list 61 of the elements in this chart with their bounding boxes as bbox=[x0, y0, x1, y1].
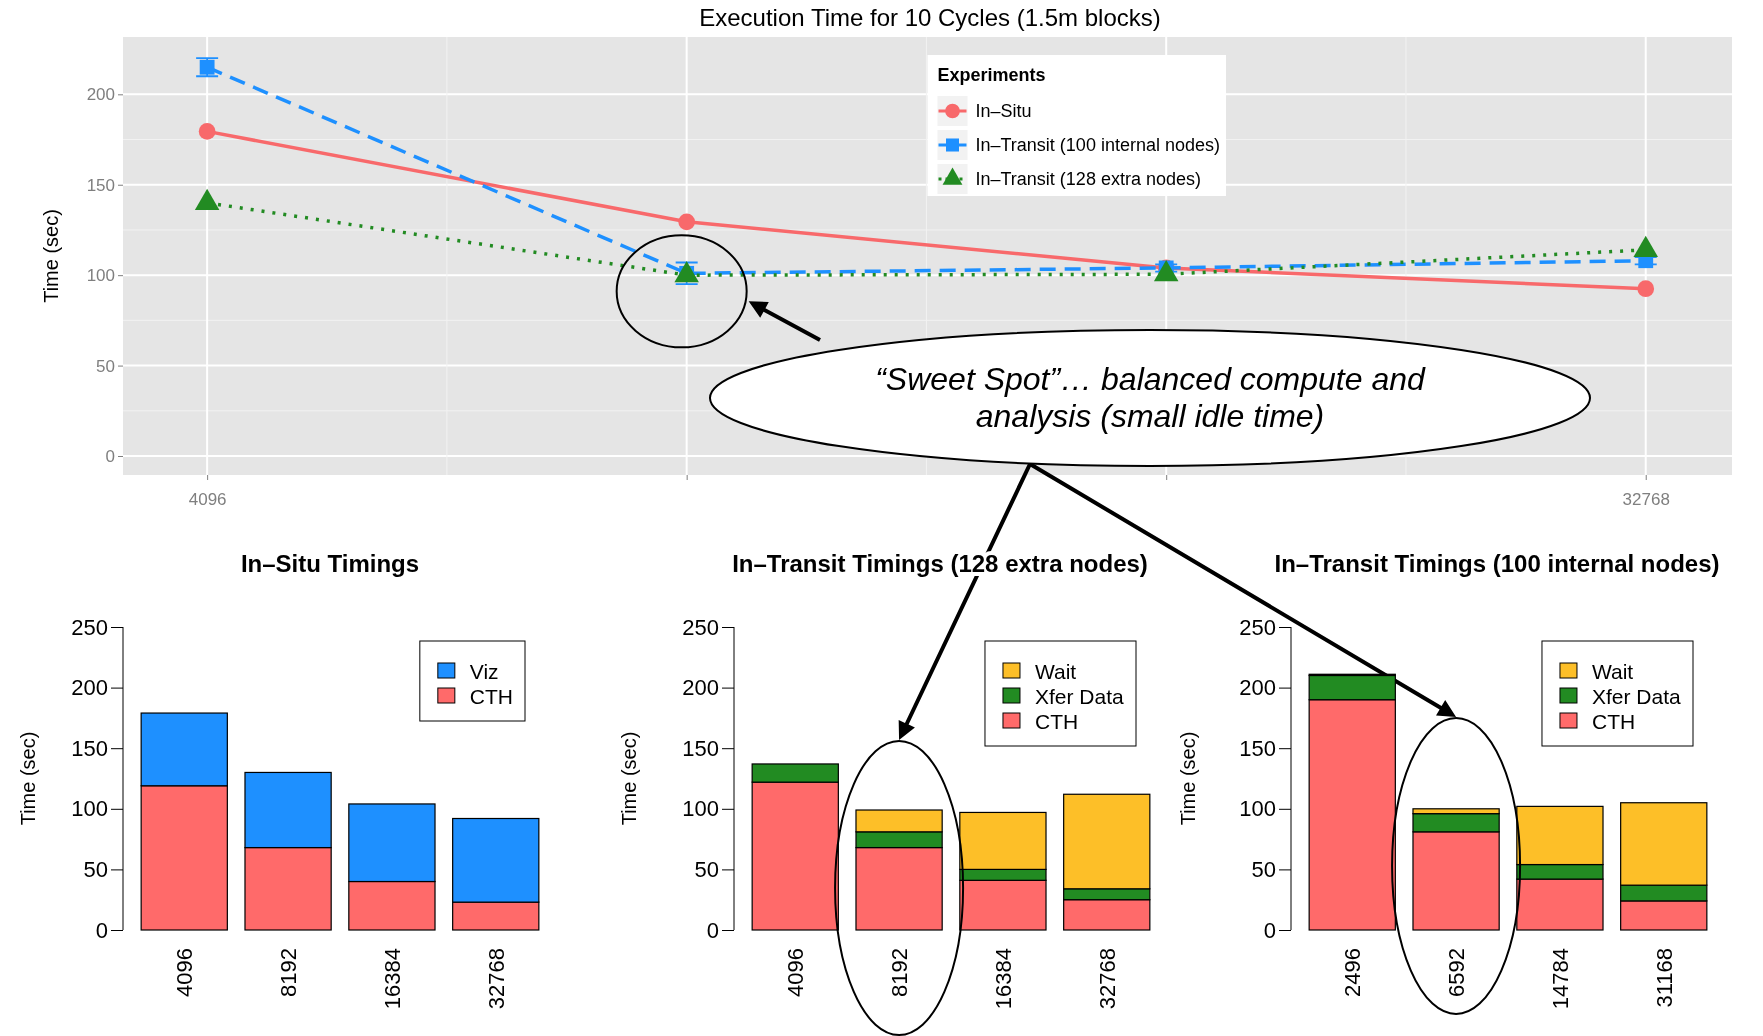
y-tick-label: 0 bbox=[95, 917, 108, 943]
x-tick-label: 4096 bbox=[783, 948, 809, 997]
x-tick-label: 31168 bbox=[1651, 948, 1677, 1008]
x-tick-label: 32768 bbox=[483, 948, 509, 1010]
chart-title: In–Situ Timings bbox=[240, 550, 420, 577]
y-axis-title: Time (sec) bbox=[17, 731, 39, 826]
x-tick-label: 8192 bbox=[887, 948, 913, 997]
x-tick-label: 2496 bbox=[1340, 948, 1366, 997]
y-tick-label: 100 bbox=[1239, 796, 1276, 822]
y-tick-label: 100 bbox=[71, 796, 108, 822]
y-axis-title: Time (sec) bbox=[618, 731, 640, 826]
y-tick-label: 50 bbox=[1251, 856, 1276, 882]
legend-label: Wait bbox=[1591, 660, 1634, 683]
legend-label: Xfer Data bbox=[1591, 685, 1681, 708]
y-tick-label: 50 bbox=[694, 856, 719, 882]
x-tick-label: 14784 bbox=[1547, 948, 1573, 1010]
legend-label: In–Situ bbox=[975, 101, 1032, 121]
legend-label: Wait bbox=[1034, 660, 1077, 683]
y-tick-label: 250 bbox=[1239, 614, 1276, 640]
y-tick-label: 150 bbox=[86, 175, 115, 195]
chart-title: In–Transit Timings (100 internal nodes) bbox=[1274, 550, 1720, 577]
y-tick-label: 50 bbox=[83, 856, 108, 882]
legend-label: In–Transit (128 extra nodes) bbox=[975, 169, 1201, 189]
x-tick-label: 32768 bbox=[1094, 948, 1120, 1010]
point bbox=[198, 123, 216, 140]
y-tick-label: 0 bbox=[105, 446, 115, 466]
x-tick-label: 16384 bbox=[379, 948, 405, 1010]
legend-label: Viz bbox=[469, 660, 499, 683]
x-tick-label: 4096 bbox=[172, 948, 198, 997]
y-tick-label: 100 bbox=[86, 266, 115, 286]
chart-title: Execution Time for 10 Cycles (1.5m blocks) bbox=[699, 4, 1161, 31]
legend-label: CTH bbox=[469, 685, 513, 708]
x-tick-label: 32768 bbox=[1622, 490, 1670, 510]
y-tick-label: 200 bbox=[682, 675, 719, 701]
x-tick-label: 8192 bbox=[276, 948, 302, 997]
y-tick-label: 200 bbox=[1239, 675, 1276, 701]
point bbox=[199, 59, 215, 75]
y-tick-label: 150 bbox=[71, 735, 108, 761]
point bbox=[1637, 280, 1655, 298]
x-tick-label: 16384 bbox=[990, 948, 1016, 1010]
legend-label: CTH bbox=[1034, 710, 1079, 733]
y-axis-title: Time (sec) bbox=[1177, 731, 1199, 826]
y-tick-label: 200 bbox=[71, 675, 108, 701]
legend-label: CTH bbox=[1591, 710, 1636, 733]
y-tick-label: 50 bbox=[96, 356, 115, 376]
legend-title: Experiments bbox=[937, 65, 1046, 85]
legend-label: Xfer Data bbox=[1034, 685, 1124, 708]
y-tick-label: 150 bbox=[1239, 735, 1276, 761]
x-tick-label: 4096 bbox=[188, 490, 227, 510]
annotation: “Sweet Spot”… balanced compute and analysis (small idle time) bbox=[875, 361, 1427, 434]
y-tick-label: 250 bbox=[682, 614, 719, 640]
y-axis-title: Time (sec) bbox=[40, 209, 62, 303]
y-tick-label: 150 bbox=[682, 735, 719, 761]
y-tick-label: 0 bbox=[1263, 917, 1276, 943]
legend-label: In–Transit (100 internal nodes) bbox=[975, 135, 1220, 155]
point bbox=[678, 213, 696, 231]
y-tick-label: 100 bbox=[682, 796, 719, 822]
y-tick-label: 0 bbox=[706, 917, 719, 943]
y-tick-label: 200 bbox=[86, 85, 115, 105]
x-tick-label: 6592 bbox=[1444, 948, 1470, 997]
y-tick-label: 250 bbox=[71, 614, 108, 640]
